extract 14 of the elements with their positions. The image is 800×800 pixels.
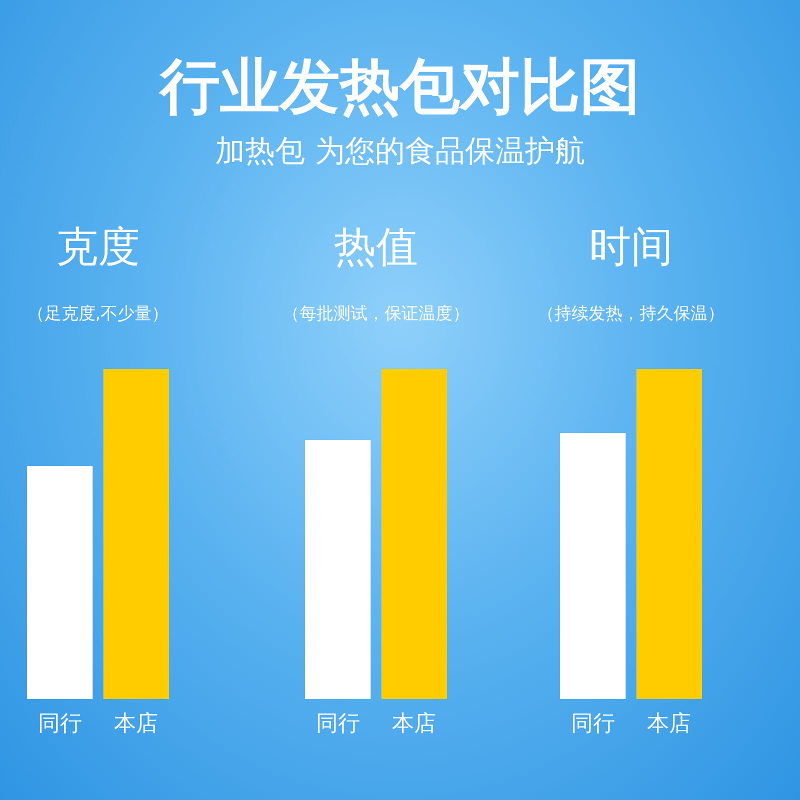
chart-title: 克度 (56, 222, 140, 271)
chart-subtitle: （每批测试，保证温度） (282, 304, 470, 324)
x-tick-label: 本店 (392, 712, 436, 736)
chart-title: 时间 (589, 222, 673, 271)
x-tick-label: 同行 (316, 712, 360, 736)
chart-title: 热值 (334, 222, 418, 271)
x-tick-label: 同行 (38, 712, 82, 736)
x-tick-label: 同行 (570, 712, 615, 736)
x-tick-label: 本店 (647, 712, 692, 736)
chart-subtitle: （足克度,不少量） (27, 304, 169, 324)
x-tick-label: 本店 (114, 712, 158, 736)
text: 加热包 为您的食品保温护航 (214, 134, 586, 170)
chart-subtitle: （持续发热，持久保温） (538, 304, 724, 324)
text: 行业发热包对比图 (158, 51, 641, 122)
